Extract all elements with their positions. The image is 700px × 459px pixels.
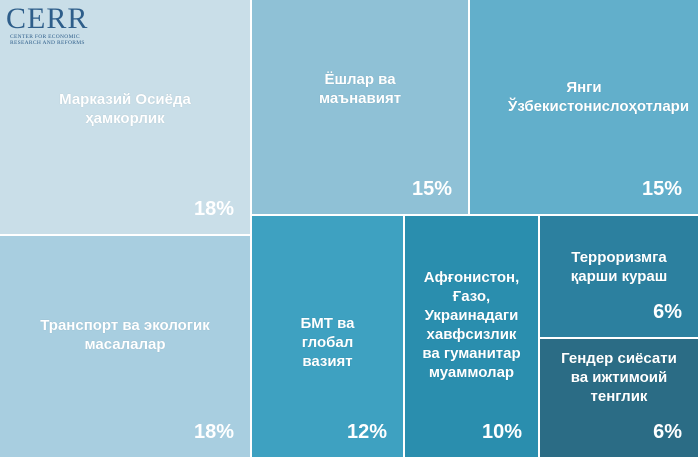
- tile-label: Марказий Осиёда ҳамкорлик: [59, 91, 191, 127]
- treemap-tile: Транспорт ва экологик масалалар 18%: [0, 236, 252, 459]
- treemap-tile: Терроризмга қарши кураш 6%: [540, 216, 700, 339]
- logo-subtitle-line2: RESEARCH AND REFORMS: [10, 40, 85, 46]
- tile-value: 15%: [411, 178, 452, 200]
- treemap-tile: Гендер сиёсати ва ижтимоий тенглик 6%: [540, 339, 700, 459]
- logo-subtitle-line1: CENTER FOR ECONOMIC: [10, 34, 80, 40]
- tile-label: Терроризмга қарши кураш: [570, 249, 668, 285]
- tile-value: 10%: [481, 421, 522, 443]
- treemap-tile: Ёшлар ва маънавият 15%: [252, 0, 470, 216]
- tile-label: Ёшлар ва маънавият: [318, 71, 402, 107]
- treemap-tile: Янги Ўзбекистонислоҳотлари 15%: [470, 0, 700, 216]
- tile-label: Афғонистон, Ғазо, Украинадаги хавфсизлик…: [422, 269, 521, 381]
- treemap-tile: БМТ ва глобал вазият 12%: [252, 216, 405, 459]
- tile-value: 12%: [346, 421, 387, 443]
- tile-value: 6%: [653, 421, 682, 443]
- treemap-tile: Марказий Осиёда ҳамкорлик 18%: [0, 0, 252, 236]
- logo-wordmark: CERR: [6, 2, 89, 35]
- tile-value: 18%: [193, 198, 234, 220]
- tile-label: Янги Ўзбекистонислоҳотлари: [508, 79, 690, 115]
- cerr-logo: CERR CENTER FOR ECONOMIC RESEARCH AND RE…: [6, 2, 89, 47]
- tile-value: 15%: [641, 178, 682, 200]
- tile-value: 6%: [653, 301, 682, 323]
- treemap-tile: Афғонистон, Ғазо, Украинадаги хавфсизлик…: [405, 216, 540, 459]
- tile-label: Транспорт ва экологик масалалар: [40, 317, 210, 353]
- tile-label: БМТ ва глобал вазият: [300, 315, 355, 370]
- tile-value: 18%: [193, 421, 234, 443]
- tile-label: Гендер сиёсати ва ижтимоий тенглик: [561, 350, 677, 405]
